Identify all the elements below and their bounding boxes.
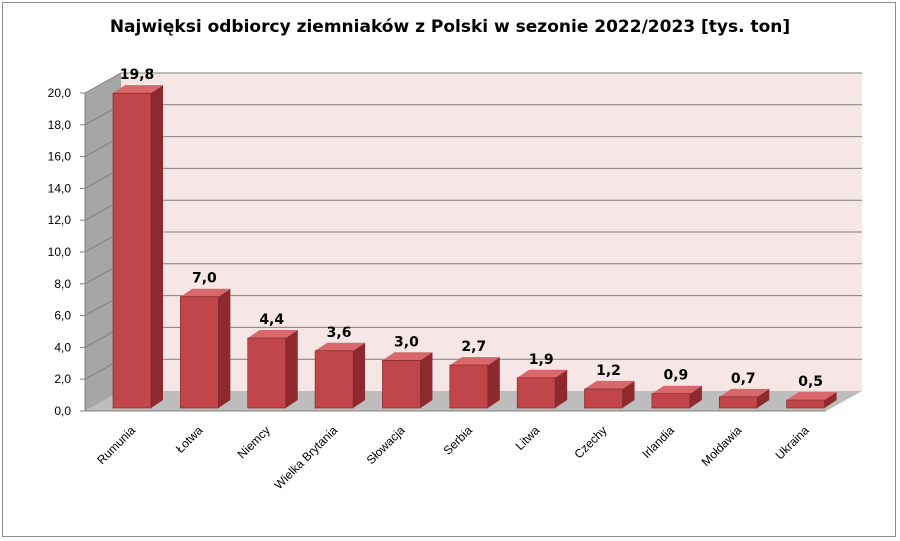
bar-side	[757, 388, 770, 408]
bar-top	[113, 85, 163, 94]
x-tick-label: Irlandia	[639, 423, 677, 461]
bar-top	[651, 385, 702, 394]
data-label: 0,7	[731, 371, 756, 387]
bar	[584, 380, 635, 409]
bar-top	[517, 369, 568, 378]
bar-front	[112, 92, 152, 409]
bar	[247, 330, 298, 409]
bar-top	[449, 357, 500, 366]
x-tick-label: Ukraina	[773, 423, 812, 462]
gridline	[84, 72, 862, 94]
bar	[786, 392, 837, 409]
bar	[112, 85, 163, 409]
bar	[314, 342, 366, 409]
bar-top	[719, 388, 770, 397]
data-label: 1,9	[529, 352, 554, 368]
bar-front	[786, 399, 825, 409]
bar-side	[824, 392, 837, 408]
data-label: 19,8	[120, 67, 155, 83]
bar	[516, 369, 568, 409]
y-tick-label: 4,0	[54, 340, 71, 354]
bar	[180, 288, 231, 409]
bar	[718, 388, 770, 409]
y-tick-label: 20,0	[48, 86, 72, 100]
bar-side	[218, 288, 231, 408]
data-label: 3,0	[394, 334, 419, 350]
x-tick-label: Litwa	[513, 423, 543, 453]
data-label: 7,0	[192, 271, 217, 287]
y-tick-label: 2,0	[54, 372, 71, 386]
y-tick-label: 18,0	[48, 118, 72, 132]
bar-top	[315, 342, 366, 351]
bar-side	[353, 342, 366, 408]
x-tick-label: Wielka Brytania	[271, 423, 340, 492]
y-tick-label: 8,0	[54, 277, 71, 291]
x-tick-label: Słowacja	[364, 423, 408, 467]
bar-top	[180, 288, 231, 297]
y-tick-label: 14,0	[48, 181, 72, 195]
bar-side	[689, 385, 702, 408]
y-tick-label: 16,0	[48, 150, 72, 164]
data-label: 0,5	[798, 374, 823, 390]
bar-front	[516, 377, 556, 409]
bar-top	[247, 330, 298, 339]
data-label: 0,9	[664, 368, 689, 384]
x-tick-label: Serbia	[441, 423, 476, 458]
bar-side	[555, 369, 568, 408]
chart-title: Najwięksi odbiorcy ziemniaków z Polski w…	[109, 17, 791, 37]
bar-top	[382, 352, 433, 361]
data-label: 1,2	[596, 363, 621, 379]
bar-side	[487, 357, 500, 408]
x-tick-label: Czechy	[571, 423, 609, 461]
bar	[382, 352, 433, 409]
y-tick-label: 12,0	[48, 213, 72, 227]
bar-side	[151, 85, 163, 409]
data-label: 4,4	[259, 312, 284, 328]
data-label: 2,7	[461, 339, 486, 355]
bar-front	[180, 296, 219, 409]
bar-side	[285, 330, 298, 408]
bar-top	[786, 392, 837, 401]
x-tick-label: Rumunia	[94, 423, 138, 467]
x-tick-label: Niemcy	[235, 423, 273, 461]
bar-front	[382, 359, 421, 409]
x-tick-label: Mołdawia	[699, 423, 745, 469]
x-tick-label: Łotwa	[173, 423, 206, 456]
bar	[651, 385, 702, 409]
bar-side	[420, 352, 433, 408]
y-tick-label: 0,0	[54, 404, 71, 418]
y-tick-label: 10,0	[48, 245, 72, 259]
bar-front	[584, 388, 623, 409]
bar-front	[651, 393, 691, 409]
bar-front	[314, 350, 354, 409]
bar	[449, 357, 500, 409]
bar-top	[584, 380, 635, 389]
bar-side	[622, 380, 635, 408]
bar-front	[247, 337, 287, 409]
y-tick-label: 6,0	[54, 309, 71, 323]
bar-front	[449, 364, 489, 409]
data-label: 3,6	[327, 325, 352, 341]
bar-chart: 0,0 2,0 4,0 6,0 8,0 10,0 12,0 14,0 16,0 18,0 20,0 1…	[48, 67, 862, 492]
bar-front	[718, 396, 758, 409]
